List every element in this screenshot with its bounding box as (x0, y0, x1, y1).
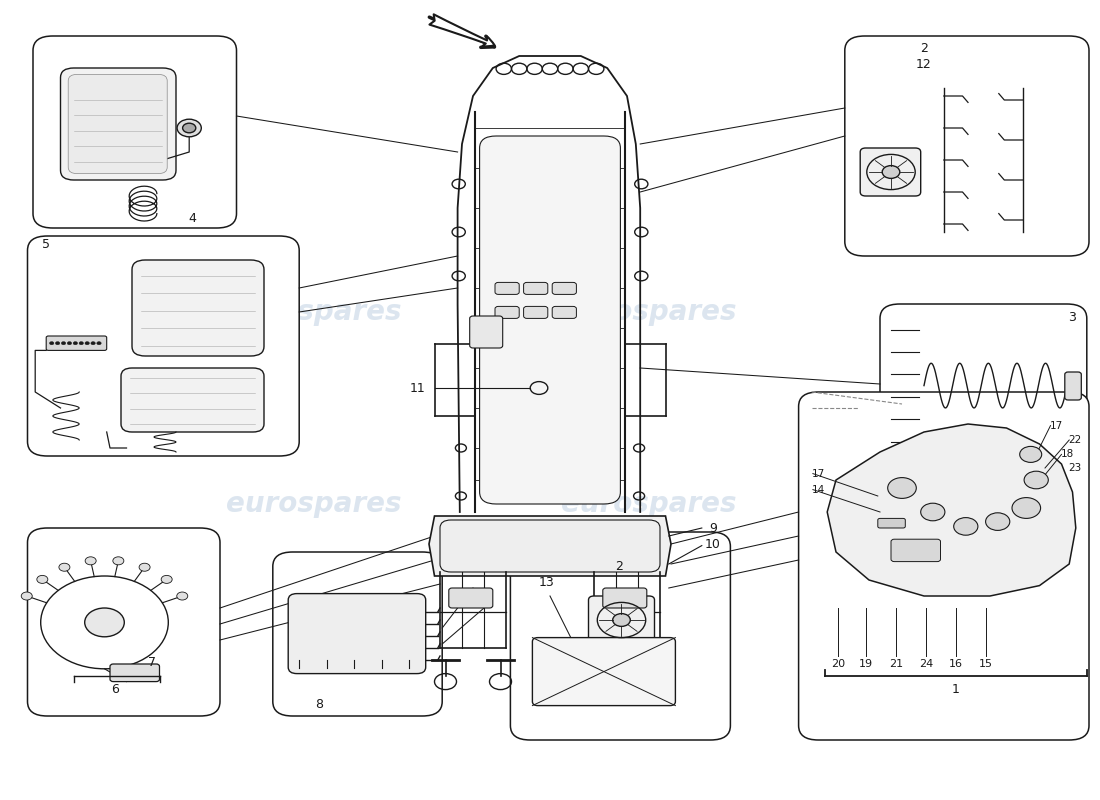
FancyBboxPatch shape (480, 136, 620, 504)
Text: 5: 5 (42, 238, 51, 251)
Text: 6: 6 (111, 683, 120, 696)
FancyBboxPatch shape (845, 36, 1089, 256)
Circle shape (79, 342, 84, 345)
Text: 20: 20 (832, 659, 845, 669)
FancyBboxPatch shape (46, 336, 107, 350)
Text: 3: 3 (1068, 311, 1077, 324)
FancyBboxPatch shape (880, 304, 1087, 468)
Circle shape (97, 342, 101, 345)
FancyBboxPatch shape (510, 532, 730, 740)
Circle shape (986, 513, 1010, 530)
Circle shape (1012, 498, 1041, 518)
Circle shape (113, 557, 124, 565)
Circle shape (50, 342, 54, 345)
FancyBboxPatch shape (28, 236, 299, 456)
FancyBboxPatch shape (68, 74, 167, 174)
Text: 14: 14 (812, 485, 825, 494)
Text: 17: 17 (812, 469, 825, 478)
Text: 19: 19 (859, 659, 872, 669)
Circle shape (177, 119, 201, 137)
FancyBboxPatch shape (799, 392, 1089, 740)
FancyBboxPatch shape (132, 260, 264, 356)
Circle shape (954, 518, 978, 535)
Circle shape (1024, 471, 1048, 489)
Text: 15: 15 (979, 659, 992, 669)
Text: 18: 18 (1060, 450, 1074, 459)
FancyBboxPatch shape (495, 306, 519, 318)
Text: 2: 2 (615, 560, 624, 573)
FancyBboxPatch shape (588, 596, 654, 644)
Circle shape (59, 563, 70, 571)
FancyBboxPatch shape (110, 664, 160, 682)
Circle shape (73, 342, 77, 345)
Text: 17: 17 (1049, 421, 1063, 430)
FancyBboxPatch shape (60, 68, 176, 180)
Circle shape (62, 342, 66, 345)
Circle shape (1020, 446, 1042, 462)
Circle shape (21, 592, 32, 600)
Text: 7: 7 (147, 656, 156, 669)
Circle shape (882, 166, 900, 178)
Text: 4: 4 (188, 212, 197, 225)
Circle shape (85, 342, 89, 345)
Text: 11: 11 (410, 382, 426, 394)
Text: 2: 2 (920, 42, 928, 54)
Text: eurospares: eurospares (226, 490, 402, 518)
FancyBboxPatch shape (470, 316, 503, 348)
Text: 21: 21 (890, 659, 903, 669)
FancyBboxPatch shape (860, 148, 921, 196)
FancyBboxPatch shape (495, 282, 519, 294)
Text: 1: 1 (952, 683, 960, 696)
Circle shape (85, 608, 124, 637)
Polygon shape (429, 516, 671, 576)
FancyBboxPatch shape (28, 528, 220, 716)
Text: eurospares: eurospares (561, 298, 737, 326)
Text: 23: 23 (1068, 463, 1081, 473)
Circle shape (36, 575, 47, 583)
FancyBboxPatch shape (288, 594, 426, 674)
FancyBboxPatch shape (552, 306, 576, 318)
FancyBboxPatch shape (603, 588, 647, 608)
Circle shape (177, 592, 188, 600)
FancyBboxPatch shape (552, 282, 576, 294)
Circle shape (91, 342, 96, 345)
FancyBboxPatch shape (449, 588, 493, 608)
Text: 10: 10 (705, 538, 720, 550)
Circle shape (183, 123, 196, 133)
FancyBboxPatch shape (121, 368, 264, 432)
Text: eurospares: eurospares (226, 298, 402, 326)
Circle shape (67, 342, 72, 345)
FancyBboxPatch shape (440, 520, 660, 572)
FancyBboxPatch shape (891, 539, 940, 562)
Text: 13: 13 (539, 576, 554, 589)
FancyBboxPatch shape (1065, 372, 1081, 400)
Circle shape (921, 503, 945, 521)
FancyBboxPatch shape (878, 518, 905, 528)
Circle shape (139, 563, 150, 571)
FancyBboxPatch shape (524, 306, 548, 318)
Circle shape (55, 342, 59, 345)
Polygon shape (827, 424, 1076, 596)
Circle shape (613, 614, 630, 626)
Text: 16: 16 (949, 659, 962, 669)
Text: 22: 22 (1068, 435, 1081, 445)
FancyBboxPatch shape (273, 552, 442, 716)
Text: 24: 24 (920, 659, 933, 669)
Circle shape (162, 575, 173, 583)
Circle shape (85, 557, 96, 565)
FancyBboxPatch shape (532, 638, 675, 706)
Circle shape (888, 478, 916, 498)
Text: 12: 12 (916, 58, 932, 70)
FancyBboxPatch shape (524, 282, 548, 294)
Text: eurospares: eurospares (561, 490, 737, 518)
Text: 9: 9 (708, 522, 717, 534)
Text: 8: 8 (315, 698, 323, 710)
FancyBboxPatch shape (33, 36, 236, 228)
